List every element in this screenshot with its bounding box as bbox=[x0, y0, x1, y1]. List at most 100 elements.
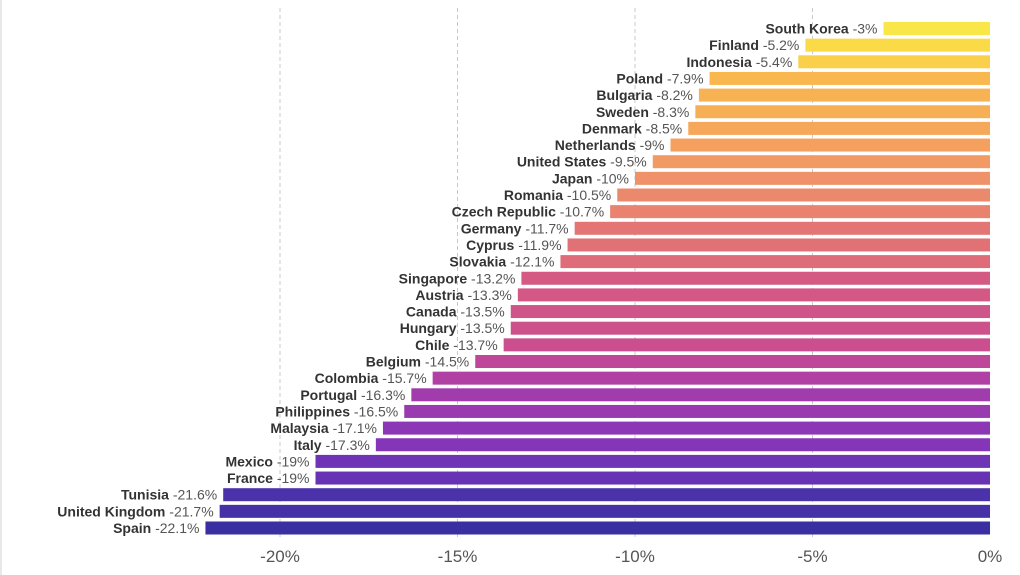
bar-label: Cyprus -11.9% bbox=[466, 237, 561, 253]
value-label: -14.5% bbox=[425, 354, 469, 370]
bar-label: France -19% bbox=[227, 470, 310, 486]
value-label: -9.5% bbox=[610, 154, 647, 170]
bar-label: Denmark -8.5% bbox=[582, 120, 682, 136]
category-label: United Kingdom bbox=[57, 503, 169, 519]
category-label: Colombia bbox=[315, 370, 383, 386]
category-label: Indonesia bbox=[686, 54, 755, 70]
bar-label: Portugal -16.3% bbox=[300, 387, 405, 403]
value-label: -7.9% bbox=[667, 70, 704, 86]
bar bbox=[315, 454, 990, 468]
bar-label: Hungary -13.5% bbox=[400, 320, 505, 336]
category-label: Tunisia bbox=[121, 487, 173, 503]
bar-label: Czech Republic -10.7% bbox=[452, 204, 605, 220]
value-label: -13.2% bbox=[471, 270, 515, 286]
bar-label: Finland -5.2% bbox=[709, 37, 799, 53]
bar bbox=[475, 355, 990, 368]
bar bbox=[503, 338, 990, 352]
value-label: -8.2% bbox=[656, 87, 693, 103]
value-label: -17.1% bbox=[333, 420, 377, 436]
category-label: Malaysia bbox=[270, 420, 332, 436]
category-label: Mexico bbox=[225, 453, 276, 469]
bar bbox=[517, 288, 990, 302]
bar bbox=[652, 155, 990, 169]
bar bbox=[521, 271, 990, 285]
value-label: -15.7% bbox=[382, 370, 426, 386]
value-label: -16.5% bbox=[354, 403, 398, 419]
value-label: -3% bbox=[853, 21, 878, 37]
bar-label: South Korea -3% bbox=[765, 21, 877, 37]
bar bbox=[688, 121, 990, 135]
bar-label: United States -9.5% bbox=[517, 154, 647, 170]
value-label: -9% bbox=[640, 137, 665, 153]
value-label: -11.7% bbox=[525, 220, 568, 236]
bar bbox=[411, 388, 991, 402]
bar-label: Germany -11.7% bbox=[461, 220, 569, 236]
value-label: -10.7% bbox=[560, 204, 604, 220]
category-label: Austria bbox=[415, 287, 467, 303]
bar bbox=[375, 438, 991, 452]
category-label: Cyprus bbox=[466, 237, 518, 253]
value-label: -10% bbox=[596, 170, 629, 186]
value-label: -11.9% bbox=[518, 237, 561, 253]
value-label: -19% bbox=[277, 453, 310, 469]
value-label: -13.5% bbox=[460, 304, 504, 320]
value-label: -13.7% bbox=[453, 337, 497, 353]
bar-label: Chile -13.7% bbox=[415, 337, 497, 353]
bar bbox=[805, 38, 990, 52]
bar-label: Italy -17.3% bbox=[294, 437, 370, 453]
bar bbox=[883, 22, 990, 35]
bar bbox=[617, 188, 990, 202]
value-label: -17.3% bbox=[325, 437, 369, 453]
bar-label: United Kingdom -21.7% bbox=[57, 503, 213, 519]
category-label: Hungary bbox=[400, 320, 461, 336]
bar bbox=[510, 321, 990, 335]
category-label: Chile bbox=[415, 337, 453, 353]
bar-label: Philippines -16.5% bbox=[275, 403, 398, 419]
bar bbox=[560, 255, 990, 269]
category-label: Portugal bbox=[300, 387, 361, 403]
value-label: -8.3% bbox=[653, 104, 690, 120]
bar bbox=[610, 205, 990, 219]
bar-label: Japan -10% bbox=[552, 170, 629, 186]
x-tick-label: -20% bbox=[260, 547, 300, 566]
category-label: Bulgaria bbox=[596, 87, 656, 103]
bar-label: Malaysia -17.1% bbox=[270, 420, 377, 436]
category-label: Czech Republic bbox=[452, 204, 560, 220]
bar-label: Sweden -8.3% bbox=[596, 104, 689, 120]
bar-label: Austria -13.3% bbox=[415, 287, 511, 303]
category-label: Italy bbox=[294, 437, 326, 453]
category-label: Finland bbox=[709, 37, 763, 53]
category-label: Denmark bbox=[582, 120, 646, 136]
bar-label: Indonesia -5.4% bbox=[686, 54, 792, 70]
x-tick-label: -5% bbox=[797, 547, 827, 566]
bar bbox=[315, 471, 990, 485]
bar bbox=[709, 71, 990, 85]
category-label: Spain bbox=[113, 520, 155, 536]
category-label: Belgium bbox=[366, 354, 425, 370]
bar bbox=[223, 488, 990, 502]
bar bbox=[695, 105, 990, 119]
category-label: Netherlands bbox=[555, 137, 640, 153]
bar-label: Tunisia -21.6% bbox=[121, 487, 217, 503]
bar-label: Singapore -13.2% bbox=[399, 270, 516, 286]
category-label: South Korea bbox=[765, 21, 852, 37]
value-label: -13.3% bbox=[467, 287, 511, 303]
value-label: -5.2% bbox=[763, 37, 800, 53]
category-label: Singapore bbox=[399, 270, 471, 286]
category-label: Canada bbox=[406, 304, 460, 320]
bar bbox=[574, 221, 990, 235]
bar bbox=[205, 521, 990, 535]
bar-label: Bulgaria -8.2% bbox=[596, 87, 692, 103]
bar-label: Romania -10.5% bbox=[504, 187, 611, 203]
bar bbox=[698, 88, 990, 102]
category-label: Sweden bbox=[596, 104, 653, 120]
value-label: -22.1% bbox=[155, 520, 199, 536]
category-label: Romania bbox=[504, 187, 567, 203]
x-tick-label: -15% bbox=[438, 547, 478, 566]
bar bbox=[510, 305, 990, 319]
category-label: United States bbox=[517, 154, 610, 170]
value-label: -5.4% bbox=[756, 54, 793, 70]
bar-label: Belgium -14.5% bbox=[366, 354, 469, 370]
